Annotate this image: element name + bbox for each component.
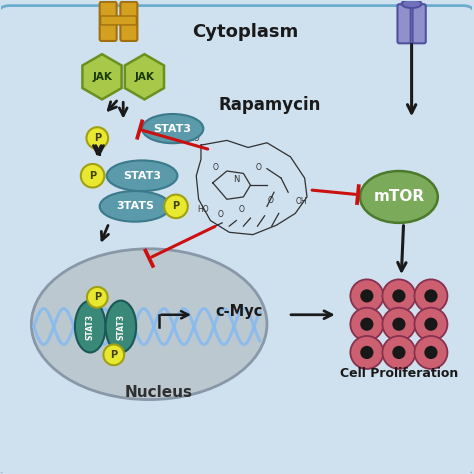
Text: O: O xyxy=(255,163,261,172)
Ellipse shape xyxy=(31,249,267,400)
Circle shape xyxy=(383,279,415,312)
Ellipse shape xyxy=(360,171,438,223)
Text: STAT3: STAT3 xyxy=(86,313,95,339)
Circle shape xyxy=(350,279,383,312)
Circle shape xyxy=(383,336,415,369)
FancyBboxPatch shape xyxy=(100,16,137,25)
Ellipse shape xyxy=(402,0,421,8)
Circle shape xyxy=(424,318,438,331)
Circle shape xyxy=(360,289,374,302)
Text: O: O xyxy=(218,210,223,219)
Circle shape xyxy=(103,345,124,365)
FancyBboxPatch shape xyxy=(398,4,410,43)
Circle shape xyxy=(414,308,447,341)
FancyBboxPatch shape xyxy=(412,4,426,43)
FancyBboxPatch shape xyxy=(0,6,474,474)
Text: c-Myc: c-Myc xyxy=(215,304,263,319)
Text: Nucleus: Nucleus xyxy=(125,385,192,400)
Circle shape xyxy=(350,308,383,341)
Text: JAK: JAK xyxy=(92,72,112,82)
Text: P: P xyxy=(110,350,118,360)
Text: STAT3: STAT3 xyxy=(154,124,191,134)
Circle shape xyxy=(424,346,438,359)
Text: OH: OH xyxy=(295,197,307,206)
Circle shape xyxy=(383,308,415,341)
FancyBboxPatch shape xyxy=(100,2,117,41)
Text: Cell Proliferation: Cell Proliferation xyxy=(340,367,458,380)
Text: Cytoplasm: Cytoplasm xyxy=(192,23,299,41)
Text: JAK: JAK xyxy=(135,72,155,82)
Ellipse shape xyxy=(75,301,106,353)
Text: P: P xyxy=(94,133,101,143)
Text: mTOR: mTOR xyxy=(374,190,424,204)
Ellipse shape xyxy=(107,160,177,191)
FancyBboxPatch shape xyxy=(120,2,137,41)
Text: STAT3: STAT3 xyxy=(123,171,161,181)
Circle shape xyxy=(392,318,405,331)
Ellipse shape xyxy=(100,191,170,222)
Text: O: O xyxy=(268,196,274,205)
Text: 3TATS: 3TATS xyxy=(116,201,154,211)
Text: N: N xyxy=(233,175,239,184)
Circle shape xyxy=(414,279,447,312)
Circle shape xyxy=(81,164,104,188)
Circle shape xyxy=(414,336,447,369)
Text: P: P xyxy=(94,292,101,302)
Text: P: P xyxy=(173,201,180,211)
Circle shape xyxy=(392,346,405,359)
Polygon shape xyxy=(125,54,164,100)
Text: O: O xyxy=(239,205,245,214)
Circle shape xyxy=(350,336,383,369)
Circle shape xyxy=(392,289,405,302)
Text: STAT3: STAT3 xyxy=(116,313,125,339)
Circle shape xyxy=(360,346,374,359)
Polygon shape xyxy=(82,54,122,100)
Text: Rapamycin: Rapamycin xyxy=(218,96,320,114)
Text: O: O xyxy=(213,163,219,172)
Text: HO: HO xyxy=(188,134,200,143)
Circle shape xyxy=(424,289,438,302)
Ellipse shape xyxy=(142,114,203,143)
Circle shape xyxy=(87,287,108,308)
Circle shape xyxy=(86,127,108,149)
Text: HO: HO xyxy=(198,205,209,214)
Text: P: P xyxy=(89,171,96,181)
Circle shape xyxy=(360,318,374,331)
Ellipse shape xyxy=(106,301,136,353)
Circle shape xyxy=(164,195,188,218)
